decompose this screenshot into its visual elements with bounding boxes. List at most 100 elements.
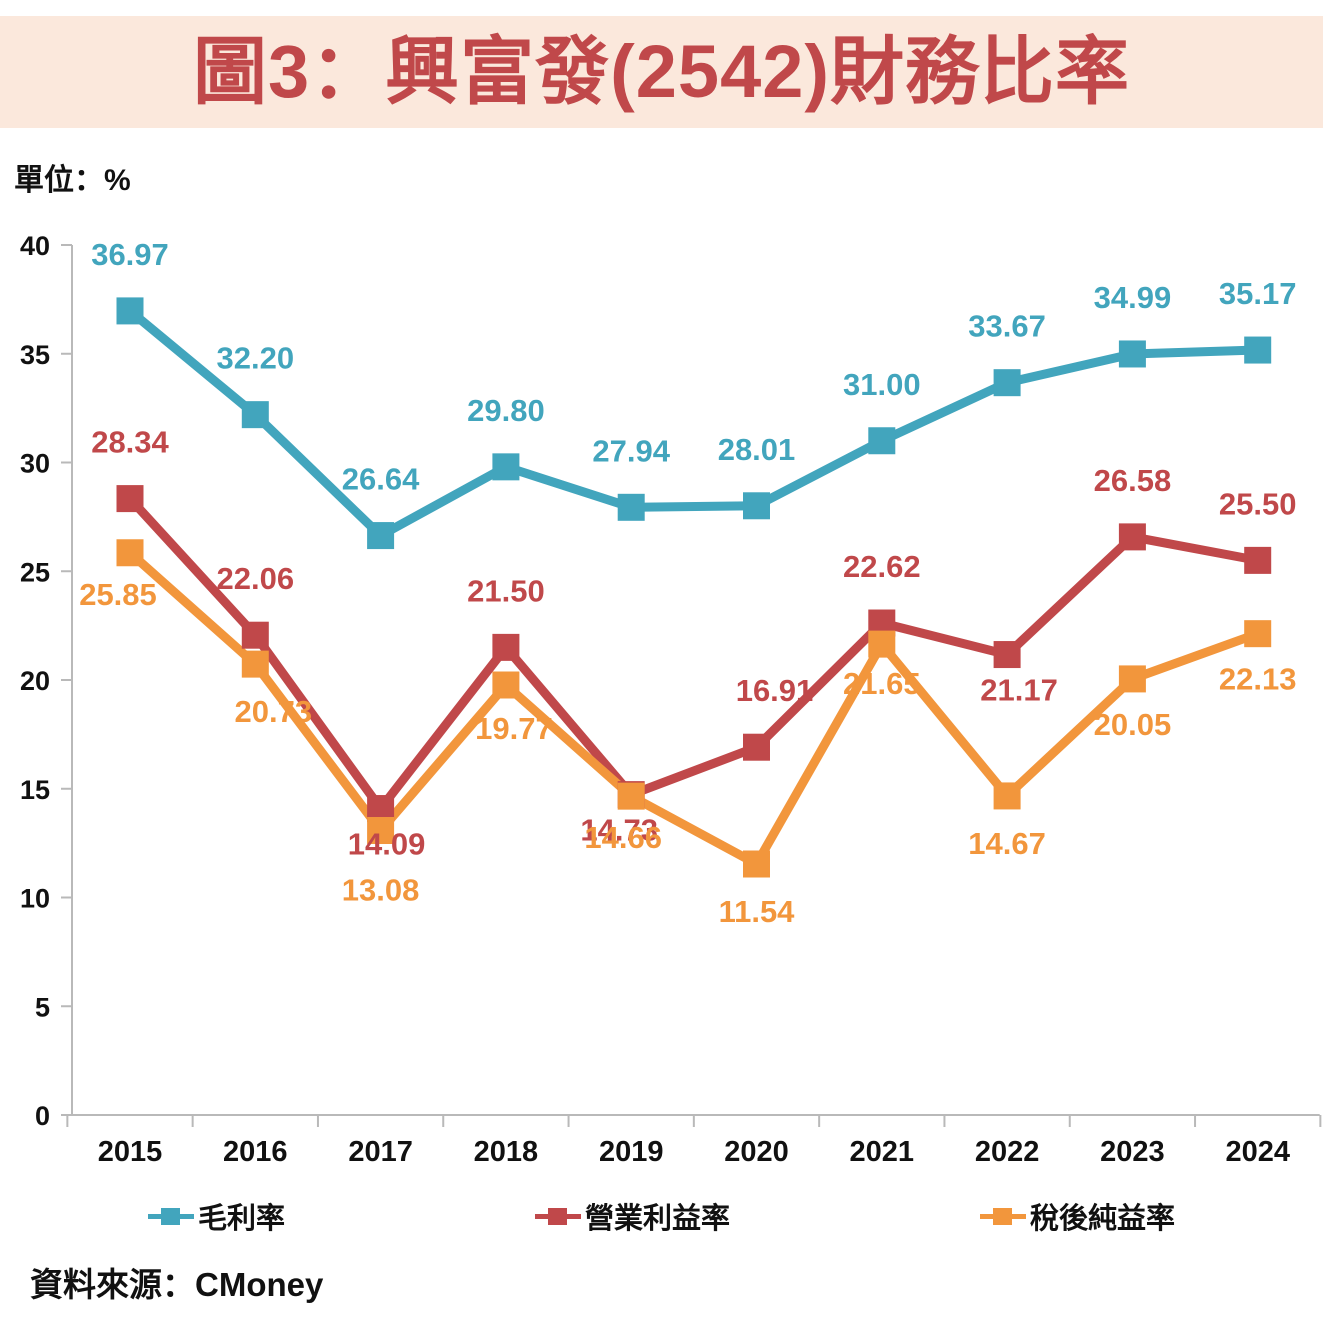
data-point-marker: [1244, 620, 1272, 648]
series-line-0: [127, 307, 1258, 542]
y-axis-tick-label: 40: [20, 231, 50, 261]
x-axis-tick-label: 2019: [599, 1136, 664, 1168]
data-point-label: 33.67: [968, 309, 1046, 344]
data-point-label: 16.91: [736, 673, 814, 708]
data-point-marker: [367, 817, 395, 845]
data-point-label: 21.50: [467, 573, 545, 608]
data-point-marker: [116, 297, 144, 325]
data-point-marker: [1118, 340, 1146, 368]
data-point-label: 35.17: [1219, 276, 1297, 311]
data-point-label: 14.67: [968, 826, 1046, 861]
y-axis-tick-label: 10: [20, 884, 50, 914]
data-point-marker: [241, 401, 269, 429]
y-axis-tick-label: 5: [35, 992, 50, 1022]
legend-item-operating-margin[interactable]: 營業利益率: [534, 1195, 730, 1237]
chart-svg: 0 5 10 15 20 25 30 35 40 2015 2016 2017 2018 2019 2020…: [20, 231, 1322, 1168]
legend-marker-operating-margin: [534, 1205, 581, 1227]
data-point-label: 28.34: [91, 425, 169, 460]
data-point-label: 22.06: [217, 561, 295, 596]
legend-marker-net-margin: [980, 1205, 1026, 1227]
data-point-marker: [993, 369, 1021, 397]
legend-label-operating-margin: 營業利益率: [584, 1203, 730, 1235]
data-point-marker: [743, 733, 770, 761]
data-point-label: 20.05: [1094, 707, 1172, 742]
data-point-label: 14.66: [584, 820, 662, 855]
data-point-label: 22.13: [1219, 662, 1297, 697]
data-point-label: 36.97: [91, 237, 169, 272]
source-note: 資料來源：CMoney: [30, 1266, 324, 1303]
x-axis-tick-label: 2022: [975, 1136, 1040, 1168]
series-line-2: [127, 549, 1260, 871]
data-point-label: 22.62: [843, 549, 921, 584]
legend-item-net-margin[interactable]: 稅後純益率: [980, 1195, 1175, 1237]
data-point-label: 14.73: [580, 813, 658, 848]
data-point-marker: [617, 782, 645, 810]
x-axis-tick-label: 2020: [724, 1136, 789, 1168]
x-axis-tick-label: 2018: [474, 1136, 539, 1168]
data-point-label: 34.99: [1094, 280, 1172, 315]
data-point-label: 20.73: [235, 694, 313, 729]
data-point-marker: [868, 630, 896, 658]
x-axis-tick-label: 2024: [1225, 1136, 1290, 1168]
y-axis-tick-label: 20: [20, 666, 50, 696]
data-point-marker: [743, 850, 770, 878]
data-point-label: 25.50: [1219, 486, 1297, 521]
data-point-label: 26.58: [1094, 463, 1172, 498]
data-point-label: 29.80: [467, 393, 545, 428]
title-banner: 圖3：興富發(2542)財務比率: [0, 16, 1323, 128]
data-point-label: 11.54: [719, 894, 796, 929]
data-point-marker: [492, 453, 520, 481]
data-point-label: 21.65: [843, 666, 921, 701]
data-point-marker: [743, 492, 770, 520]
data-point-marker: [241, 621, 269, 649]
x-axis-tick-label: 2017: [348, 1136, 413, 1168]
data-point-marker: [1244, 336, 1272, 364]
legend-square-operating-margin: [547, 1208, 567, 1225]
x-axis-tick-label: 2015: [98, 1136, 163, 1168]
series-lines: [126, 307, 1260, 871]
y-axis-tick-label: 35: [20, 340, 50, 370]
data-point-label: 19.77: [475, 711, 553, 746]
data-point-label: 26.64: [342, 462, 420, 497]
x-axis-tick-label: 2021: [850, 1136, 915, 1168]
data-point-label: 25.85: [79, 577, 157, 612]
data-point-marker: [116, 539, 144, 567]
data-point-marker: [1244, 546, 1272, 574]
data-point-label: 31.00: [843, 367, 921, 402]
data-point-marker: [868, 427, 896, 455]
legend-label-gross-margin: 毛利率: [197, 1203, 285, 1235]
data-point-marker: [116, 485, 144, 513]
chart-legend: 毛利率 營業利益率 稅後純益率: [0, 1192, 1323, 1240]
data-point-marker: [367, 522, 395, 550]
data-point-label: 14.09: [348, 827, 426, 862]
data-point-label: 27.94: [592, 433, 670, 468]
y-axis-tick-label: 0: [35, 1101, 50, 1131]
data-point-marker: [617, 493, 645, 521]
series-data-labels: 36.97 32.20 26.64 29.80 27.94 28.01 31.00 33.67…: [79, 237, 1296, 929]
data-point-marker: [492, 671, 520, 699]
legend-square-gross-margin: [160, 1208, 180, 1225]
page-title: 圖3：興富發(2542)財務比率: [192, 30, 1131, 113]
legend-square-net-margin: [993, 1208, 1012, 1225]
data-point-label: 21.17: [980, 673, 1058, 708]
x-axis-tick-label: 2016: [223, 1136, 288, 1168]
data-point-marker: [1118, 523, 1146, 551]
data-point-label: 13.08: [342, 873, 420, 908]
data-point-marker: [241, 650, 269, 678]
data-point-label: 32.20: [217, 341, 295, 376]
legend-label-net-margin: 稅後純益率: [1030, 1203, 1176, 1235]
data-point-marker: [993, 641, 1021, 669]
data-point-label: 28.01: [718, 432, 796, 467]
data-point-marker: [492, 633, 520, 661]
legend-marker-gross-margin: [147, 1205, 194, 1227]
series-line-1: [126, 495, 1259, 817]
y-axis-tick-label: 15: [20, 775, 50, 805]
series-markers: [116, 297, 1272, 878]
legend-item-gross-margin[interactable]: 毛利率: [147, 1195, 285, 1237]
y-axis-tick-label: 30: [20, 449, 50, 479]
y-axis-tick-label: 25: [20, 557, 50, 587]
x-axis-tick-label: 2023: [1100, 1136, 1165, 1168]
unit-note: 單位：%: [14, 164, 131, 197]
